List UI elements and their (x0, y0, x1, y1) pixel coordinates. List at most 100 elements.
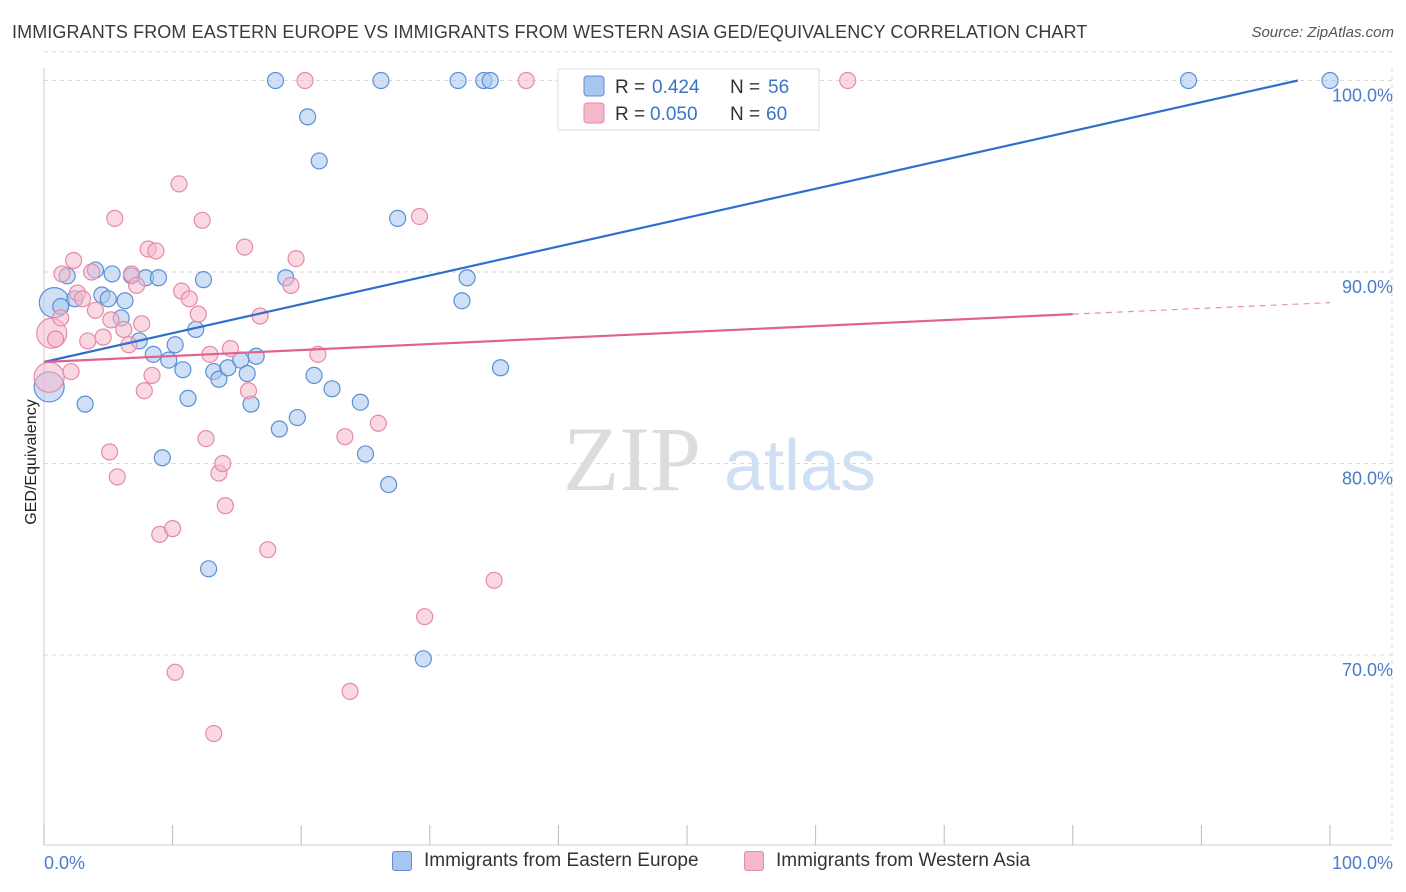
point-western-asia (100, 443, 119, 461)
chart-source: Source: ZipAtlas.com (1251, 24, 1394, 41)
point-eastern-europe (372, 71, 390, 90)
point-eastern-europe (481, 71, 499, 90)
y-tick-label: 90.0% (1342, 277, 1393, 297)
point-western-asia (147, 242, 165, 260)
point-eastern-europe (200, 560, 218, 578)
trend-line-eastern-europe (43, 79, 1299, 364)
point-western-asia (166, 663, 184, 681)
point-eastern-europe (351, 393, 369, 411)
point-eastern-europe (1321, 71, 1339, 90)
point-eastern-europe (449, 71, 467, 90)
point-western-asia (416, 608, 434, 626)
point-eastern-europe (458, 269, 476, 287)
point-eastern-europe (166, 336, 184, 354)
point-eastern-europe (238, 364, 256, 383)
point-eastern-europe (380, 475, 398, 494)
point-western-asia (517, 71, 535, 90)
point-eastern-europe (116, 292, 134, 310)
legend-n-value-1: 56 (768, 77, 789, 98)
point-eastern-europe (323, 380, 341, 398)
legend-n-value-2: 60 (766, 104, 787, 125)
point-western-asia (251, 307, 269, 325)
series-legend: Immigrants from Eastern Europe Immigrant… (0, 850, 1406, 880)
point-western-asia (73, 290, 92, 308)
point-western-asia (33, 361, 65, 393)
point-eastern-europe (194, 271, 213, 289)
stats-legend: R = 0.424 N = 56 R = 0.050 N = 60 (557, 68, 820, 131)
point-western-asia (341, 682, 359, 700)
point-eastern-europe (310, 152, 328, 170)
point-western-asia (143, 366, 161, 385)
legend-swatch-pink (583, 102, 605, 124)
point-western-asia (52, 309, 70, 327)
trend-line-western-asia-extension (1072, 302, 1331, 315)
point-western-asia (259, 541, 277, 559)
point-western-asia (102, 311, 120, 329)
point-eastern-europe (149, 269, 168, 287)
point-eastern-europe (414, 650, 432, 668)
y-tick-label: 80.0% (1342, 469, 1393, 489)
data-points (33, 71, 1339, 743)
point-western-asia (236, 238, 254, 256)
point-western-asia (189, 305, 207, 323)
point-western-asia (839, 71, 857, 90)
point-western-asia (485, 571, 503, 589)
watermark-zip: ZIP (563, 408, 701, 510)
point-western-asia (164, 520, 182, 538)
legend-r-value-1: 0.424 (652, 77, 700, 98)
trend-lines (43, 79, 1331, 364)
point-western-asia (296, 71, 314, 90)
point-western-asia (216, 497, 234, 515)
point-eastern-europe (210, 370, 228, 388)
point-eastern-europe (491, 359, 510, 377)
legend-r-label-1: R = (615, 77, 645, 98)
point-eastern-europe (266, 71, 285, 90)
point-eastern-europe (270, 420, 288, 438)
x-tick-label-min: 0.0% (44, 853, 85, 873)
legend-r-value-2: 0.050 (650, 104, 698, 125)
point-western-asia (82, 263, 101, 281)
point-western-asia (127, 276, 146, 295)
point-western-asia (180, 290, 198, 308)
point-western-asia (106, 209, 124, 227)
point-western-asia (197, 430, 215, 448)
point-eastern-europe (247, 347, 265, 365)
watermark: ZIP atlas (563, 408, 876, 510)
gridlines (44, 51, 1393, 845)
point-western-asia (214, 454, 232, 473)
axes (43, 68, 1392, 846)
trend-line-western-asia (43, 313, 1073, 364)
y-axis-label: GED/Equivalency (23, 399, 40, 524)
point-western-asia (64, 251, 83, 270)
point-western-asia (239, 382, 258, 400)
legend-label-eastern-europe: Immigrants from Eastern Europe (424, 850, 699, 871)
point-western-asia (86, 301, 105, 319)
x-tick-label-max: 100.0% (1332, 853, 1393, 873)
point-eastern-europe (389, 209, 407, 227)
point-western-asia (79, 332, 97, 350)
legend-r-label-2: R = (615, 104, 645, 125)
point-eastern-europe (76, 395, 94, 413)
point-eastern-europe (153, 449, 171, 467)
point-western-asia (170, 175, 188, 193)
point-eastern-europe (103, 265, 121, 283)
point-western-asia (193, 211, 211, 229)
legend-swatch-eastern-europe (392, 851, 412, 871)
chart-title: IMMIGRANTS FROM EASTERN EUROPE VS IMMIGR… (12, 22, 1088, 42)
point-western-asia (287, 249, 305, 268)
point-western-asia (53, 265, 71, 283)
point-eastern-europe (288, 408, 306, 427)
point-eastern-europe (1179, 71, 1198, 90)
point-eastern-europe (219, 359, 237, 377)
point-eastern-europe (305, 366, 323, 385)
point-eastern-europe (453, 292, 471, 310)
point-western-asia (62, 362, 80, 381)
y-tick-label: 100.0% (1332, 86, 1393, 106)
point-western-asia (410, 207, 429, 226)
point-western-asia (46, 330, 65, 348)
point-western-asia (115, 320, 133, 339)
legend-label-western-asia: Immigrants from Western Asia (776, 850, 1031, 871)
legend-n-label-1: N = (730, 77, 760, 98)
tick-labels: 70.0% 80.0% 90.0% 100.0% 0.0% 100.0% (44, 86, 1393, 874)
legend-item-western-asia: Immigrants from Western Asia (744, 850, 1030, 872)
